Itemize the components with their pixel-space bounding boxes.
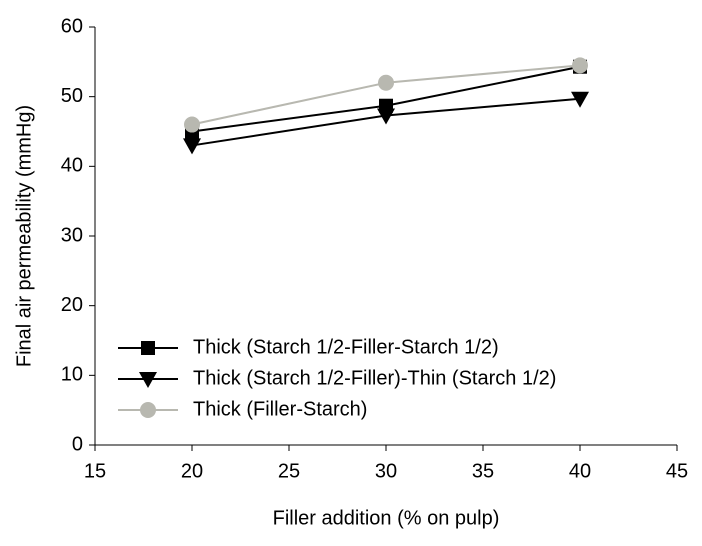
y-tick-label: 10 <box>61 364 83 386</box>
x-tick-label: 15 <box>84 460 106 482</box>
x-axis-label: Filler addition (% on pulp) <box>273 507 500 529</box>
y-tick-label: 60 <box>61 15 83 37</box>
y-tick-label: 0 <box>72 433 83 455</box>
y-axis-label: Final air permeability (mmHg) <box>13 105 35 367</box>
marker <box>183 138 201 155</box>
legend-label: Thick (Starch 1/2-Filler)-Thin (Starch 1… <box>193 367 556 389</box>
legend-marker <box>141 341 155 355</box>
y-tick-label: 20 <box>61 294 83 316</box>
x-tick-label: 45 <box>666 460 688 482</box>
x-tick-label: 25 <box>278 460 300 482</box>
legend-label: Thick (Filler-Starch) <box>193 398 367 420</box>
legend-marker <box>139 372 157 388</box>
legend-marker <box>140 402 156 418</box>
y-tick-label: 40 <box>61 155 83 177</box>
marker <box>378 74 394 91</box>
y-tick-label: 30 <box>61 224 83 246</box>
legend-label: Thick (Starch 1/2-Filler-Starch 1/2) <box>193 336 499 358</box>
x-tick-label: 35 <box>472 460 494 482</box>
x-tick-label: 40 <box>569 460 591 482</box>
y-tick-label: 50 <box>61 85 83 107</box>
x-tick-label: 30 <box>375 460 397 482</box>
marker <box>572 57 588 74</box>
x-tick-label: 20 <box>181 460 203 482</box>
marker <box>377 108 395 125</box>
marker <box>184 116 200 133</box>
marker <box>571 91 589 108</box>
